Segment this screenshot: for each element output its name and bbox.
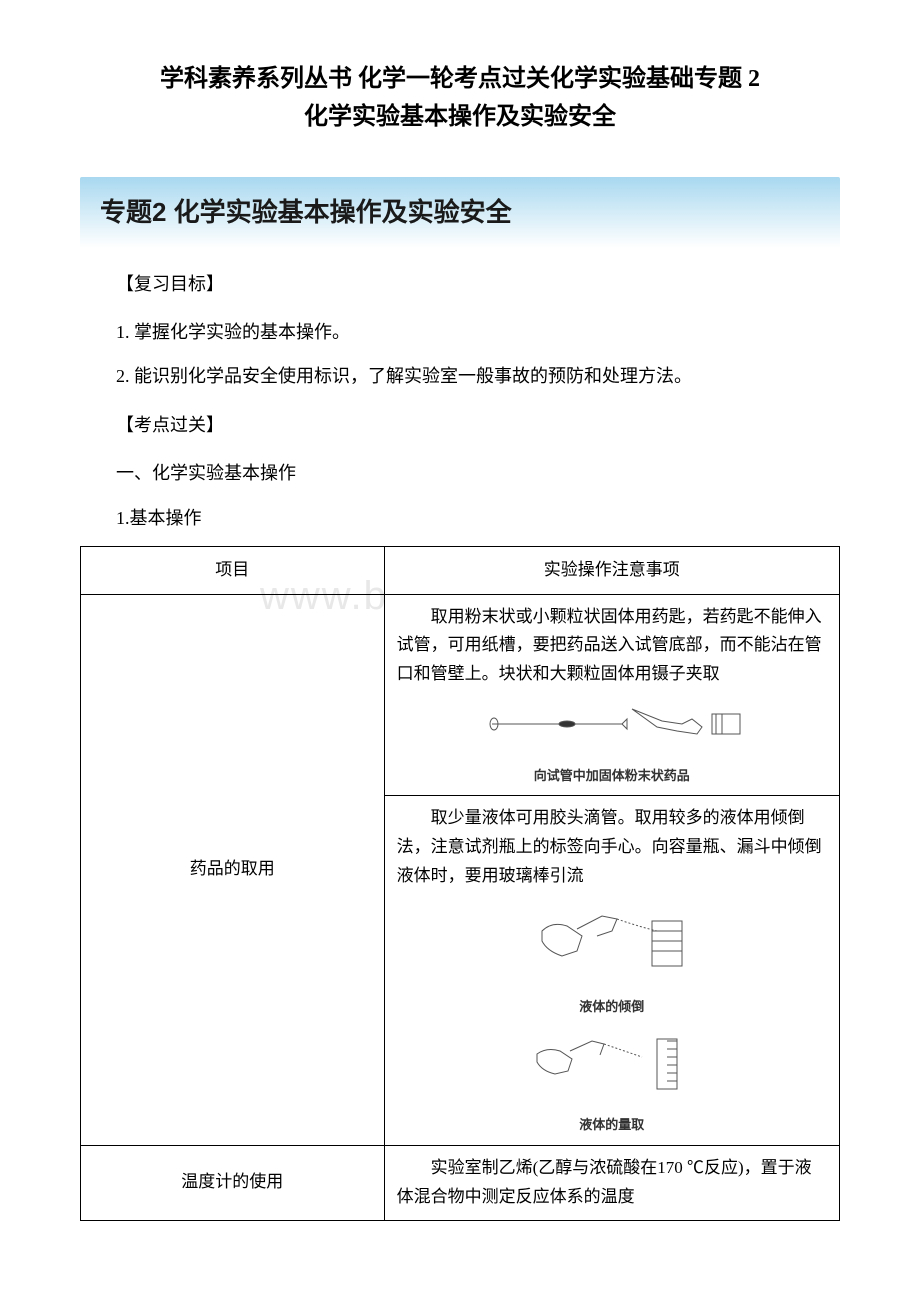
header-col-2: 实验操作注意事项 [384,546,839,594]
diagram-measure: 液体的量取 [397,1029,827,1137]
tube-powder-icon [482,699,742,749]
banner-text: 专题2 化学实验基本操作及实验安全 [100,197,512,227]
operations-table: 项目 实验操作注意事项 药品的取用 取用粉末状或小颗粒状固体用药匙，若药匙不能伸… [80,546,840,1221]
row1-cell1: 取用粉末状或小颗粒状固体用药匙，若药匙不能伸入试管，可用纸槽，要把药品送入试管底… [384,594,839,796]
title-line-2: 化学实验基本操作及实验安全 [80,98,840,136]
row1-cell2-text: 取少量液体可用胶头滴管。取用较多的液体用倾倒法，注意试剂瓶上的标签向手心。向容量… [397,804,827,891]
header-col-1: 项目 [81,546,385,594]
diagram-powder-caption: 向试管中加固体粉末状药品 [397,764,827,787]
row1-cell1-text: 取用粉末状或小颗粒状固体用药匙，若药匙不能伸入试管，可用纸槽，要把药品送入试管底… [397,603,827,690]
diagram-pour: 液体的倾倒 [397,901,827,1019]
document-title: 学科素养系列丛书 化学一轮考点过关化学实验基础专题 2 化学实验基本操作及实验安… [80,60,840,137]
subsection-1: 一、化学实验基本操作 [80,457,840,489]
row1-label: 药品的取用 [81,594,385,1145]
title-line-1: 学科素养系列丛书 化学一轮考点过关化学实验基础专题 2 [80,60,840,98]
table-header-row: 项目 实验操作注意事项 [81,546,840,594]
goal-item-1: 1. 掌握化学实验的基本操作。 [80,316,840,348]
goal-item-2: 2. 能识别化学品安全使用标识，了解实验室一般事故的预防和处理方法。 [80,360,840,392]
row2-cell-text: 实验室制乙烯(乙醇与浓硫酸在170 ℃反应)，置于液体混合物中测定反应体系的温度 [397,1154,827,1212]
row2-label: 温度计的使用 [81,1145,385,1220]
diagram-powder: 向试管中加固体粉末状药品 [397,699,827,787]
row2-cell: 实验室制乙烯(乙醇与浓硫酸在170 ℃反应)，置于液体混合物中测定反应体系的温度 [384,1145,839,1220]
table-row: 温度计的使用 实验室制乙烯(乙醇与浓硫酸在170 ℃反应)，置于液体混合物中测定… [81,1145,840,1220]
checkpoint-heading: 【考点过关】 [80,409,840,441]
subsection-2: 1.基本操作 [80,502,840,534]
review-goal-heading: 【复习目标】 [80,268,840,300]
topic-banner: 专题2 化学实验基本操作及实验安全 [80,177,840,248]
table-row: 药品的取用 取用粉末状或小颗粒状固体用药匙，若药匙不能伸入试管，可用纸槽，要把药… [81,594,840,796]
row1-cell2: 取少量液体可用胶头滴管。取用较多的液体用倾倒法，注意试剂瓶上的标签向手心。向容量… [384,796,839,1146]
diagram-measure-caption: 液体的量取 [397,1113,827,1136]
diagram-pour-caption: 液体的倾倒 [397,995,827,1018]
measure-liquid-icon [522,1029,702,1099]
pour-liquid-icon [522,901,702,981]
